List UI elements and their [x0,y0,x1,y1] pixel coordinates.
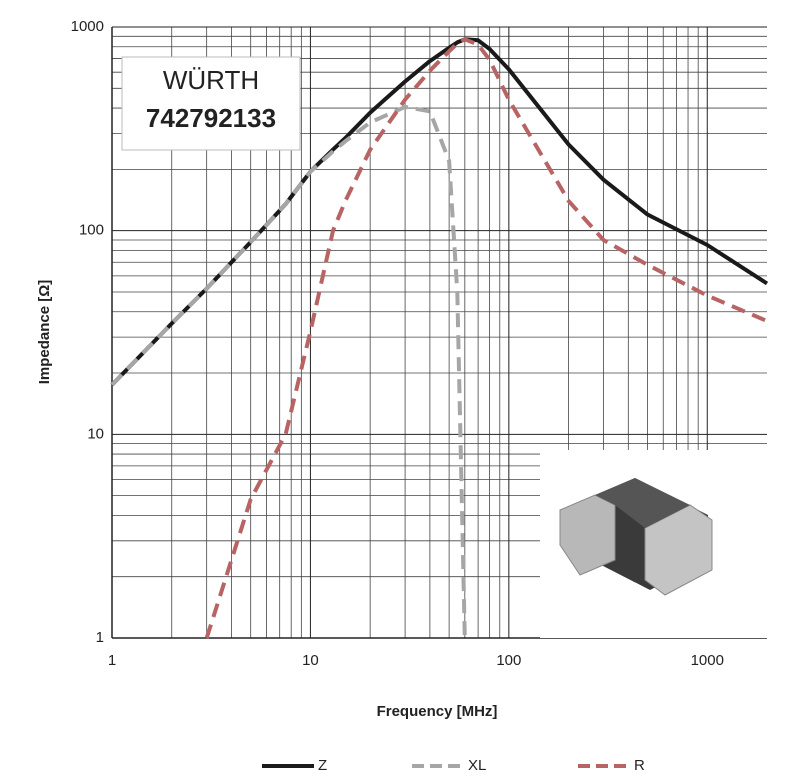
part-number: 742792133 [146,103,276,133]
y-axis-title: Impedance [Ω] [36,280,53,385]
legend-label: R [634,757,645,774]
component-photo [540,450,767,638]
series-line [204,37,768,639]
y-tick-label: 1 [96,629,104,646]
x-tick-label: 1 [108,652,116,669]
y-tick-label: 10 [87,425,104,442]
x-axis-title: Frequency [MHz] [377,703,498,720]
y-tick-label: 100 [79,222,104,239]
legend-label: XL [468,757,486,774]
y-tick-label: 1000 [71,18,104,35]
x-tick-label: 10 [302,652,319,669]
part-label-box: WÜRTH 742792133 [121,56,301,151]
component-top [595,478,690,528]
brand: WÜRTH [163,65,259,95]
label-box [121,56,301,151]
x-tick-label: 1000 [691,652,724,669]
legend: Z XL R [262,757,645,774]
legend-label: Z [318,757,327,774]
curves [110,37,769,639]
x-tick-label: 100 [496,652,521,669]
series-line [110,104,467,639]
